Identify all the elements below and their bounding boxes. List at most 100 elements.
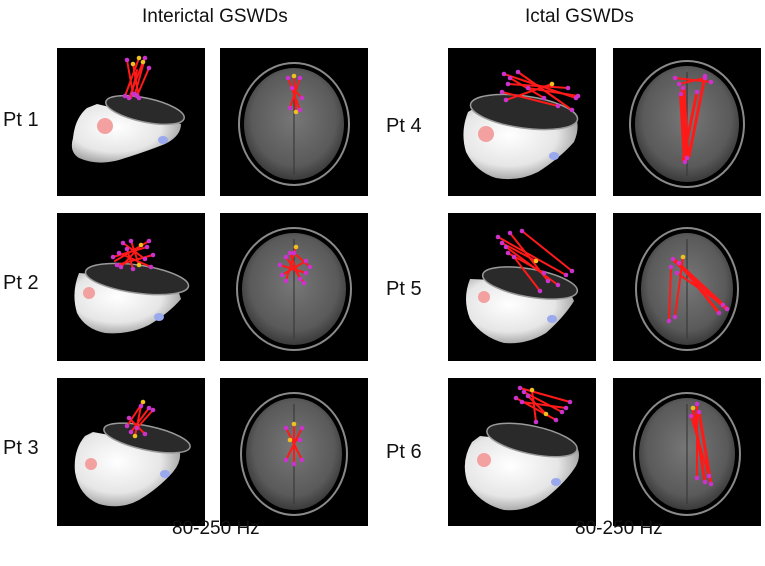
- pt6-3d-head-panel-connection-line: [523, 391, 563, 413]
- pt5-axial-slice-panel-electrode-node: [672, 314, 678, 320]
- pt4-axial-slice-panel-electrode-node: [676, 81, 682, 87]
- pt2-3d-head-panel-electrode-node: [148, 264, 154, 270]
- pt6-3d-head-panel-electrode-node: [517, 385, 523, 391]
- ear-marker-icon: [83, 287, 95, 299]
- pt6-axial-slice-panel-electrode-node: [694, 401, 700, 407]
- pt6-axial-slice-panel-electrode-node: [708, 481, 714, 487]
- pt2-3d-head-panel: [57, 213, 205, 361]
- pt2-3d-head-panel-electrode-node: [116, 250, 122, 256]
- pt4-3d-head-panel-electrode-node: [507, 75, 513, 81]
- pt2-axial-slice-panel-connection-line: [289, 252, 301, 280]
- pt5-3d-head-panel-electrode-node: [555, 282, 561, 288]
- pt5-3d-head-panel-graphic: [466, 228, 579, 344]
- pt4-axial-slice-panel-electrode-node: [678, 91, 684, 97]
- brain-cut-plane: [486, 422, 578, 458]
- pt6-3d-head-panel-electrode-node: [563, 405, 569, 411]
- pt4-3d-head-panel-electrode-node: [501, 71, 507, 77]
- pt5-3d-head-panel-electrode-node: [533, 258, 539, 264]
- pt2-axial-slice-panel-connection-line: [293, 252, 311, 268]
- pt2-3d-head-panel-electrode-node: [110, 254, 116, 260]
- pt2-axial-slice-panel-electrode-node: [287, 250, 293, 256]
- pt6-3d-head-panel-electrode-node: [553, 417, 559, 423]
- pt2-3d-head-panel-connection-line: [114, 240, 150, 262]
- skull-outline: [629, 60, 745, 188]
- pt5-axial-slice-panel-electrode-node: [724, 306, 730, 312]
- pt5-3d-head-panel-electrode-node: [507, 230, 513, 236]
- pt1-axial-slice-panel-electrode-node: [287, 105, 293, 111]
- pt5-axial-slice-panel-electrode-node: [670, 256, 676, 262]
- pt1-3d-head-panel-electrode-node: [122, 93, 128, 99]
- pt6-3d-head-panel: [448, 378, 596, 526]
- pt1-axial-slice-panel-electrode-node: [293, 109, 299, 115]
- pt1-3d-head-panel-connection-line: [124, 57, 140, 97]
- pt2-axial-slice-panel-electrode-node: [279, 272, 285, 278]
- pt2-3d-head-panel-electrode-node: [150, 252, 156, 258]
- pt1-3d-head-panel-electrode-node: [124, 57, 130, 63]
- pt1-3d-head-panel-electrode-node: [142, 55, 148, 61]
- pt3-3d-head-panel-connection-line: [130, 407, 150, 433]
- pt2-axial-slice-panel-electrode-node: [283, 254, 289, 260]
- pt4-3d-head-panel-electrode-node: [525, 85, 531, 91]
- pt1-axial-slice-panel-graphic: [238, 62, 350, 186]
- pt4-3d-head-panel-electrode-node: [503, 97, 509, 103]
- pt4-axial-slice-panel-graphic: [629, 60, 745, 188]
- brain-cut-plane: [103, 422, 191, 454]
- pt6-3d-head-panel-electrode-node: [543, 411, 549, 417]
- pt5-3d-head-panel-electrode-node: [519, 228, 525, 234]
- pt1-3d-head-panel-connection-line: [132, 63, 140, 99]
- ear-marker-icon: [97, 118, 113, 134]
- pt3-axial-slice-panel-electrode-node: [283, 425, 289, 431]
- pt5-axial-slice-panel-electrode-node: [680, 254, 686, 260]
- pt2-axial-slice-panel-electrode-node: [277, 262, 283, 268]
- pt5-3d-head-panel: [448, 213, 596, 361]
- pt3-3d-head-panel-electrode-node: [126, 415, 132, 421]
- pt6-3d-head-panel-electrode-node: [521, 389, 527, 395]
- pt4-3d-head-panel: [448, 48, 596, 196]
- pt6-3d-head-panel-electrode-node: [559, 409, 565, 415]
- pt1-3d-head-panel-electrode-node: [140, 59, 146, 65]
- pt1-3d-head-panel-graphic: [71, 55, 185, 163]
- pt6-3d-head-panel-electrode-node: [513, 395, 519, 401]
- pt6-3d-head-panel-electrode-node: [567, 399, 573, 405]
- interictal-column-title: Interictal GSWDs: [142, 6, 288, 27]
- pt4-3d-head-panel-electrode-node: [565, 85, 571, 91]
- pt3-axial-slice-panel: [220, 378, 368, 526]
- pt1-3d-head-panel-electrode-node: [130, 61, 136, 67]
- pt5-axial-slice-panel-connection-line: [674, 256, 684, 318]
- pt2-3d-head-panel-electrode-node: [114, 262, 120, 268]
- pt5-axial-slice-panel-electrode-node: [716, 310, 722, 316]
- pt5-axial-slice-panel-electrode-node: [666, 318, 672, 324]
- pt5-axial-slice-panel-connection-line: [676, 272, 724, 306]
- pt4-3d-head-panel-electrode-node: [555, 103, 561, 109]
- pt1-3d-head-panel-electrode-node: [146, 65, 152, 71]
- pt5-3d-head-panel-electrode-node: [505, 250, 511, 256]
- pt6-axial-slice-panel-electrode-node: [706, 473, 712, 479]
- pt5-3d-head-panel-connection-line: [521, 230, 573, 272]
- pt4-axial-slice-panel: [613, 48, 761, 196]
- pt3-3d-head-panel: [57, 378, 205, 526]
- pt6-axial-slice-panel: [613, 378, 761, 526]
- pt5-axial-slice-panel-graphic: [635, 227, 739, 351]
- skull-outline: [240, 392, 348, 516]
- pt2-axial-slice-panel-electrode-node: [293, 244, 299, 250]
- pt5-axial-slice-panel: [613, 213, 761, 361]
- pt3-3d-head-panel-electrode-node: [128, 429, 134, 435]
- pt2-axial-slice-panel-electrode-node: [297, 276, 303, 282]
- pt2-axial-slice-panel-electrode-node: [307, 264, 313, 270]
- pt5-axial-slice-panel-electrode-node: [668, 264, 674, 270]
- pt4-3d-head-panel-connection-line: [505, 83, 553, 101]
- pt1-axial-slice-panel-electrode-node: [289, 85, 295, 91]
- pt3-3d-head-panel-electrode-node: [134, 425, 140, 431]
- pt4-3d-head-panel-electrode-node: [515, 69, 521, 75]
- pt1-3d-head-panel-electrode-node: [126, 95, 132, 101]
- brain-cut-plane: [105, 94, 185, 126]
- pt3-3d-head-panel-electrode-node: [140, 399, 146, 405]
- pt6-3d-head-panel-electrode-node: [519, 399, 525, 405]
- pt2-3d-head-panel-electrode-node: [128, 238, 134, 244]
- pt3-axial-slice-panel-electrode-node: [283, 457, 289, 463]
- pt1-axial-slice-panel-electrode-node: [297, 75, 303, 81]
- pt3-3d-head-panel-electrode-node: [132, 433, 138, 439]
- pt3-3d-head-panel-electrode-node: [146, 405, 152, 411]
- pt5-axial-slice-panel-electrode-node: [676, 260, 682, 266]
- pt6-3d-head-panel-graphic: [464, 385, 579, 511]
